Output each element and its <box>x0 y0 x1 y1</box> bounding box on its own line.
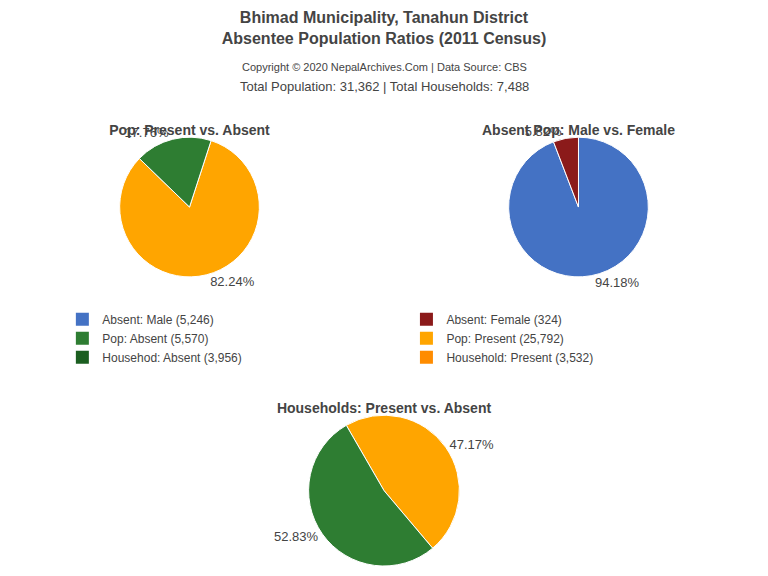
svg-text:Pop: Absent (5,570): Pop: Absent (5,570) <box>102 332 208 346</box>
svg-text:94.18%: 94.18% <box>595 275 640 290</box>
svg-text:Househod: Absent (3,956): Househod: Absent (3,956) <box>102 351 241 365</box>
svg-text:Households: Present vs. Absent: Households: Present vs. Absent <box>277 400 492 416</box>
svg-text:Copyright © 2020 NepalArchives: Copyright © 2020 NepalArchives.Com | Dat… <box>242 61 527 73</box>
svg-text:Pop: Present vs. Absent: Pop: Present vs. Absent <box>109 122 270 138</box>
svg-text:Absent: Male (5,246): Absent: Male (5,246) <box>102 313 213 327</box>
svg-text:Total Population: 31,362 | Tot: Total Population: 31,362 | Total Househo… <box>240 79 529 94</box>
svg-text:Absent: Female (324): Absent: Female (324) <box>446 313 561 327</box>
svg-text:17.76%: 17.76% <box>124 125 169 140</box>
svg-text:Absent Pop: Male vs. Female: Absent Pop: Male vs. Female <box>482 122 675 138</box>
svg-text:Pop: Present (25,792): Pop: Present (25,792) <box>446 332 563 346</box>
svg-text:52.83%: 52.83% <box>274 529 319 544</box>
svg-text:Bhimad Municipality, Tanahun D: Bhimad Municipality, Tanahun DistrictAbs… <box>222 9 547 47</box>
svg-text:47.17%: 47.17% <box>449 437 494 452</box>
svg-text:5.82%: 5.82% <box>525 124 562 139</box>
svg-text:Household: Present (3,532): Household: Present (3,532) <box>446 351 593 365</box>
svg-text:82.24%: 82.24% <box>210 274 255 289</box>
